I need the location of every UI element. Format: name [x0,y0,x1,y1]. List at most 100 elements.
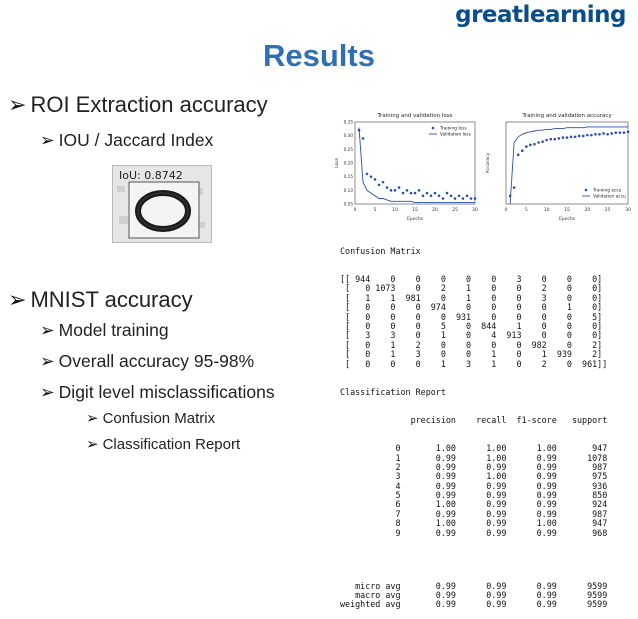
classification-report-row: 6 1.00 0.99 0.99 924 [340,499,608,510]
data-point [453,197,457,200]
classification-report-title: Classification Report [340,386,446,397]
y-tick-label: 0.35 [344,120,354,125]
bullet-roi-text: ROI Extraction accuracy [30,92,268,117]
bullet-overall-accuracy-text: Overall accuracy 95-98% [58,351,255,371]
bullet-classification-report: ➢ Classification Report [86,435,240,453]
data-point [545,138,548,142]
classification-report-average-row: micro avg 0.99 0.99 0.99 9599 [340,580,608,591]
y-tick-label: 0.30 [344,133,354,138]
confusion-matrix-row: [ 0 0 0 974 0 0 0 0 1 0] [340,302,603,313]
chart-title: Training and validation accuracy [521,113,612,119]
x-tick-label: 0 [505,207,508,213]
confusion-matrix-row: [ 1 1 981 0 1 0 0 3 0 0] [340,292,603,303]
data-point [369,175,373,178]
classification-report-row: 0 1.00 1.00 1.00 947 [340,443,608,454]
legend-entry: Training accu [592,188,622,194]
slide-title: Results [263,38,375,73]
data-point [529,143,532,147]
data-point [437,194,441,198]
data-point [465,194,469,198]
confusion-matrix-title: Confusion Matrix [340,245,421,256]
data-point [561,136,565,139]
bullet-model-training: ➢ Model training [40,320,169,341]
arrow-bullet-icon: ➢ [40,382,55,402]
iou-digit-image [113,166,211,242]
data-point [549,137,553,141]
data-point [553,137,557,141]
x-axis-label: Epochs [407,216,424,222]
data-point [449,194,453,198]
data-point [541,140,544,143]
data-point [569,135,573,139]
data-point [405,189,409,192]
x-tick-label: 15 [564,207,570,213]
confusion-matrix-row: [ 3 3 0 1 0 4 913 0 0 0] [340,330,603,341]
classification-report-row: 4 0.99 0.99 0.99 936 [340,480,608,491]
data-point [473,197,477,200]
classification-report-average-row: weighted avg 0.99 0.99 0.99 9599 [340,599,608,610]
data-point [397,186,401,189]
data-point [565,136,569,139]
plot-frame [505,121,629,205]
accuracy-chart-svg: Training and validation accuracy 0 5 10 15 20… [485,113,631,222]
x-tick-label: 5 [374,207,377,213]
chart-title: Training and validation loss [377,113,453,119]
y-tick-label: 0.25 [344,147,354,152]
classification-report-row: 9 0.99 0.99 0.99 968 [340,527,608,538]
bullet-confusion-matrix-text: Confusion Matrix [102,410,216,427]
arrow-bullet-icon: ➢ [8,92,27,117]
data-point [581,134,585,138]
iou-score-label: IoU: 0.8742 [119,169,183,182]
x-axis-label: Epochs [559,216,576,222]
x-tick-label: 25 [452,207,458,213]
arrow-bullet-icon: ➢ [40,320,55,340]
data-point [594,133,597,136]
classification-report-row: 2 0.99 0.99 0.99 987 [340,461,608,472]
data-point [385,186,389,189]
confusion-matrix-row: [[ 944 0 0 0 0 0 3 0 0 0] [340,274,603,285]
arrow-bullet-icon: ➢ [40,130,55,150]
data-point [361,137,365,140]
x-tick-label: 10 [392,207,398,213]
data-point [614,131,618,134]
bullet-mnist: ➢ MNIST accuracy [8,287,193,313]
confusion-matrix-row: [ 0 0 0 5 0 844 1 0 0 0] [340,320,603,331]
bullet-confusion-matrix: ➢ Confusion Matrix [86,409,215,427]
y-tick-label: 0.05 [344,202,354,207]
data-point [417,189,421,192]
x-tick-label: 5 [525,207,528,213]
data-point [381,180,385,184]
iou-example-image: IoU: 0.8742 [112,165,212,243]
classification-report-row: 3 0.99 1.00 0.99 975 [340,471,608,482]
data-point [413,191,417,195]
data-point [610,132,614,135]
bullet-roi: ➢ ROI Extraction accuracy [8,92,268,118]
bullet-digit-level-text: Digit level misclassifications [58,382,275,402]
data-point [445,191,449,195]
data-point [421,194,425,198]
data-point [618,131,622,134]
confusion-matrix-row: [ 0 1 3 0 0 1 0 1 939 2] [340,349,603,360]
classification-report-row: 8 1.00 0.99 1.00 947 [340,518,608,529]
classification-report-row: 1 0.99 1.00 0.99 1078 [340,452,608,463]
confusion-matrix-row: [ 0 1073 0 2 1 0 0 2 0 0] [340,283,603,294]
bullet-iou: ➢ IOU / Jaccard Index [40,130,213,151]
data-point [429,194,433,198]
x-tick-label: 0 [354,207,357,213]
x-tick-label: 30 [625,207,631,213]
bullet-classification-report-text: Classification Report [102,436,241,453]
arrow-bullet-icon: ➢ [8,287,27,312]
data-point [409,191,413,195]
legend-entry: Training loss [439,126,467,132]
data-point [525,145,528,148]
data-point [457,194,461,198]
data-point [557,137,561,140]
data-point [461,197,465,200]
confusion-matrix: [[ 944 0 0 0 0 0 3 0 0 0] [ 0 1073 0 2 1… [340,274,607,369]
data-point [441,197,445,200]
classification-report-row: 7 0.99 0.99 0.99 987 [340,508,608,519]
bullet-iou-text: IOU / Jaccard Index [58,130,214,150]
arrow-bullet-icon: ➢ [86,436,99,453]
data-point [590,133,593,137]
x-tick-label: 20 [584,207,590,213]
